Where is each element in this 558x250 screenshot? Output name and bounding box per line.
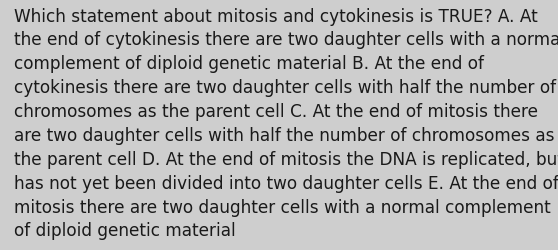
Text: Which statement about mitosis and cytokinesis is TRUE? A. At
the end of cytokine: Which statement about mitosis and cytoki… xyxy=(14,8,558,239)
